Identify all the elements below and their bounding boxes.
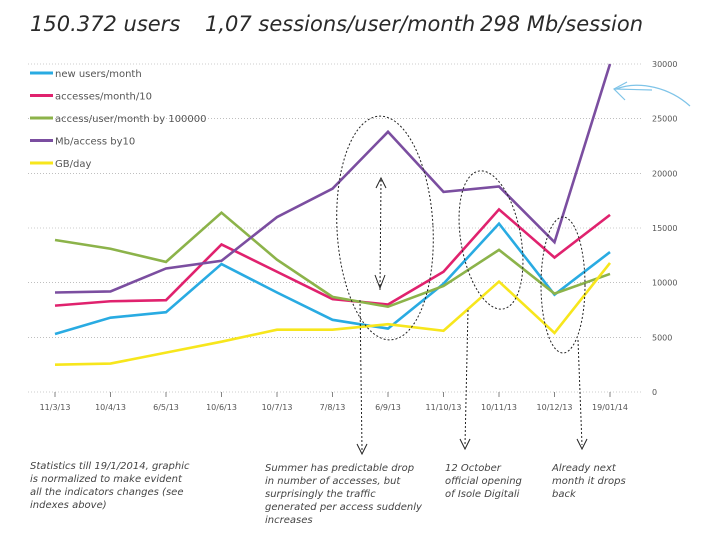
kpi-users: 150.372 users [30, 12, 181, 36]
y-tick-label: 0 [652, 388, 657, 397]
kpi-mb-per-session: 298 Mb/session [480, 12, 644, 36]
kpi-sessions: 1,07 sessions/user/month [205, 12, 476, 36]
x-tick-label: 19/01/14 [592, 403, 628, 412]
october-annotation-ellipse [458, 170, 524, 310]
series-line [54, 262, 612, 366]
peak-scribble-arrow [615, 84, 691, 107]
note-next-month: Already next month it drops back [552, 463, 626, 500]
x-tick-label: 11/3/13 [40, 403, 71, 412]
legend-label: Mb/access by10 [55, 137, 135, 148]
y-tick-label: 25000 [652, 115, 677, 124]
y-tick-label: 20000 [652, 169, 677, 178]
y-tick-label: 5000 [652, 333, 672, 342]
series-line [54, 221, 611, 336]
summer-callout-head [356, 443, 368, 456]
note-summer: Summer has predictable drop in number of… [265, 463, 422, 526]
y-tick-label: 10000 [652, 279, 677, 288]
series-line [54, 63, 612, 294]
x-tick-label: 10/4/13 [95, 403, 126, 412]
next-callout-line [577, 339, 583, 446]
legend-label: GB/day [55, 159, 91, 170]
next-callout-head [576, 438, 588, 451]
series-line [54, 207, 611, 307]
note-october: 12 October official opening of Isole Dig… [445, 463, 522, 500]
legend: new users/month accesses/month/10 access/u… [30, 69, 207, 170]
peak-scribble-line [613, 88, 653, 91]
legend-label: accesses/month/10 [55, 92, 152, 103]
next-annotation-ellipse [540, 216, 586, 354]
x-tick-label: 6/5/13 [153, 403, 179, 412]
y-tick-label: 30000 [652, 60, 677, 69]
peak-scribble-head [613, 81, 628, 101]
summer-arrow-up-head [375, 176, 387, 189]
summer-annotation-ellipse [336, 115, 434, 341]
note-statistics: Statistics till 19/1/2014, graphic is no… [30, 461, 190, 511]
annotations [336, 81, 691, 456]
x-tick-label: 7/8/13 [320, 403, 346, 412]
legend-label: access/user/month by 100000 [55, 114, 207, 125]
x-tick-label: 11/10/13 [426, 403, 462, 412]
summer-callout-line [359, 299, 363, 451]
y-tick-label: 15000 [652, 224, 677, 233]
y-axis-ticks: 0 5000 10000 15000 20000 25000 30000 [652, 60, 677, 397]
x-tick-label: 10/7/13 [262, 403, 293, 412]
october-callout-line [464, 309, 469, 446]
october-callout-head [459, 438, 471, 451]
summer-arrow-down-head [374, 274, 386, 290]
x-tick-label: 10/11/13 [481, 403, 517, 412]
summer-arrow-line [379, 179, 382, 291]
x-axis-ticks: 11/3/13 10/4/13 6/5/13 10/6/13 10/7/13 7/8/13… [40, 392, 628, 412]
series-lines [54, 63, 612, 366]
series-line [54, 210, 611, 309]
x-tick-label: 10/6/13 [206, 403, 237, 412]
x-tick-label: 6/9/13 [375, 403, 401, 412]
x-tick-label: 10/12/13 [537, 403, 573, 412]
legend-label: new users/month [55, 69, 142, 80]
